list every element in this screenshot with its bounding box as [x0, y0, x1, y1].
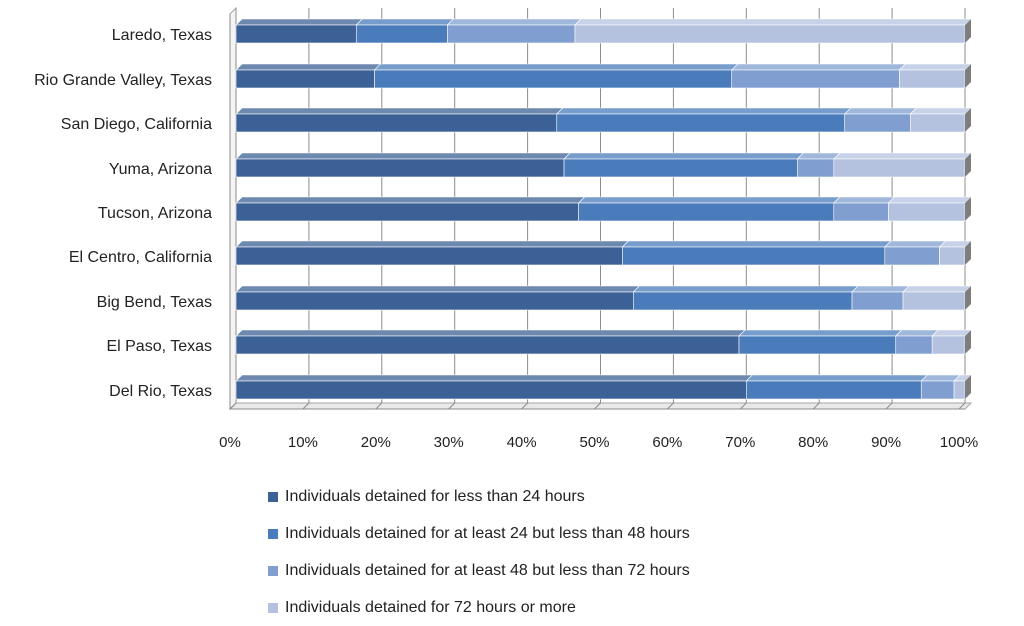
bars [235, 18, 972, 400]
legend: Individuals detained for less than 24 ho… [268, 478, 690, 626]
gridline [739, 8, 747, 410]
bar-segment [235, 329, 746, 355]
gridline [521, 8, 529, 410]
x-tick-labels: 0% 10% 20% 30% 40% 50% 60% 70% 80% 90% 100% [219, 434, 978, 451]
floor [228, 402, 973, 410]
bar-segment [235, 374, 754, 400]
bar-segment [632, 285, 859, 311]
bar-segment [235, 285, 641, 311]
bar-row [235, 152, 972, 178]
bar-segment [851, 285, 910, 311]
x-tick-label: 30% [434, 434, 464, 451]
gridline [375, 8, 383, 410]
legend-item: Individuals detained for at least 24 but… [268, 515, 690, 552]
bar-segment [931, 329, 972, 355]
x-tick-label: 60% [652, 434, 682, 451]
bar-segment [898, 63, 972, 89]
category-label: Yuma, Arizona [109, 161, 212, 178]
legend-label: Individuals detained for at least 24 but… [285, 524, 690, 542]
x-tick-label: 50% [579, 434, 609, 451]
bar-segment [730, 63, 907, 89]
bar-segment [887, 196, 972, 222]
bar-segment [920, 374, 961, 400]
bar-segment [235, 107, 564, 133]
category-label: Tucson, Arizona [98, 205, 212, 222]
bar-segment [235, 152, 571, 178]
bar-row [235, 63, 972, 89]
x-tick-label: 0% [219, 434, 241, 451]
gridline [667, 8, 674, 410]
legend-swatch [268, 602, 278, 613]
category-label: Laredo, Texas [112, 27, 212, 44]
category-label: Big Bend, Texas [97, 294, 212, 311]
bar-segment [373, 63, 739, 89]
category-label: Del Rio, Texas [109, 383, 212, 400]
legend-swatch [268, 565, 278, 576]
bar-segment [355, 18, 455, 44]
legend-item: Individuals detained for at least 48 but… [268, 552, 690, 589]
legend-label: Individuals detained for at least 48 but… [285, 561, 690, 579]
bar-segment [843, 107, 918, 133]
bar-segment [884, 240, 947, 266]
legend-item: Individuals detained for less than 24 ho… [268, 478, 690, 515]
bar-row [235, 18, 972, 44]
legend-label: Individuals detained for less than 24 ho… [285, 487, 585, 505]
bar-segment [909, 107, 972, 133]
bar-row [235, 285, 972, 311]
bar-segment [621, 240, 892, 266]
bar-row [235, 329, 972, 355]
bar-segment [833, 152, 972, 178]
x-tick-label: 100% [940, 434, 978, 451]
x-tick-label: 10% [288, 434, 318, 451]
bar-segment [235, 240, 630, 266]
bar-segment [556, 107, 852, 133]
legend-item: Individuals detained for 72 hours or mor… [268, 589, 690, 626]
bar-segment [902, 285, 972, 311]
bar-segment [745, 374, 928, 400]
x-tick-label: 70% [725, 434, 755, 451]
bar-segment [796, 152, 841, 178]
gridline [448, 8, 456, 410]
gridline [812, 8, 820, 410]
bar-segment [235, 196, 586, 222]
bar-segment [235, 18, 364, 44]
bar-segment [953, 374, 972, 400]
bar-segment [446, 18, 582, 44]
category-labels: Laredo, Texas Rio Grande Valley, Texas San… [34, 27, 212, 400]
legend-swatch [268, 528, 278, 539]
side-wall [229, 6, 237, 411]
gridline [885, 8, 893, 410]
category-label: El Paso, Texas [106, 338, 212, 355]
category-label: Rio Grande Valley, Texas [34, 72, 212, 89]
bar-segment [895, 329, 939, 355]
legend-swatch [268, 491, 278, 502]
x-tick-label: 80% [798, 434, 828, 451]
gridline [958, 8, 966, 410]
bar-row [235, 107, 972, 133]
bar-segment [577, 196, 841, 222]
gridline [594, 8, 601, 410]
bar-segment [938, 240, 972, 266]
bar-segment [738, 329, 903, 355]
gridline [229, 8, 237, 410]
x-tick-label: 40% [507, 434, 537, 451]
bar-segment [235, 63, 382, 89]
bar-segment [563, 152, 805, 178]
x-tick-label: 20% [361, 434, 391, 451]
bar-segment [833, 196, 896, 222]
bar-row [235, 374, 972, 400]
bar-row [235, 196, 972, 222]
category-label: San Diego, California [61, 116, 212, 133]
bar-segment [574, 18, 972, 44]
category-label: El Centro, California [69, 249, 212, 266]
gridlines [229, 8, 966, 410]
legend-label: Individuals detained for 72 hours or mor… [285, 598, 576, 616]
x-tick-label: 90% [871, 434, 901, 451]
gridline [302, 8, 310, 410]
bar-row [235, 240, 972, 266]
stacked-bar-chart: Laredo, Texas Rio Grande Valley, Texas San… [34, 6, 978, 451]
